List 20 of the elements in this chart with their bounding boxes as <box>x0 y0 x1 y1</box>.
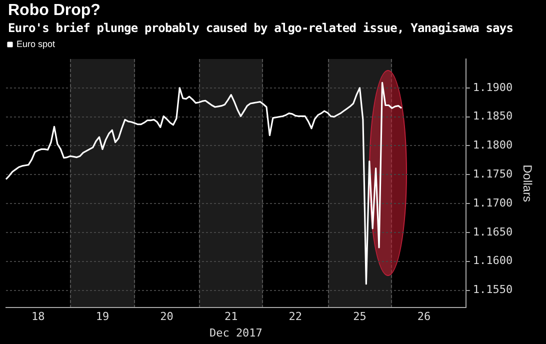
chart-subtitle: Euro's brief plunge probably caused by algo-related issue, Yanagisawa says <box>8 21 514 35</box>
chart-title: Robo Drop? <box>8 2 100 20</box>
y-tick-label: 1.1700 <box>472 196 513 210</box>
y-tick-label: 1.1900 <box>472 80 513 94</box>
x-axis-title: Dec 2017 <box>209 326 262 340</box>
y-tick-label: 1.1800 <box>472 138 513 152</box>
x-tick-label: 22 <box>288 310 302 324</box>
x-tick-label: 19 <box>96 310 110 324</box>
y-tick-label: 1.1600 <box>472 254 513 268</box>
x-tick-label: 26 <box>417 310 431 324</box>
y-tick-label: 1.1750 <box>472 167 513 180</box>
y-tick-label: 1.1650 <box>472 225 513 238</box>
x-tick-label: 21 <box>224 310 238 324</box>
x-tick-label: 25 <box>353 310 366 324</box>
y-axis-title: Dollars <box>520 164 534 202</box>
x-tick-label: 20 <box>160 310 174 324</box>
y-tick-label: 1.1550 <box>472 283 513 296</box>
x-tick-label: 18 <box>32 310 45 324</box>
legend-label: Euro spot <box>16 38 56 49</box>
y-tick-label: 1.1850 <box>472 110 513 123</box>
